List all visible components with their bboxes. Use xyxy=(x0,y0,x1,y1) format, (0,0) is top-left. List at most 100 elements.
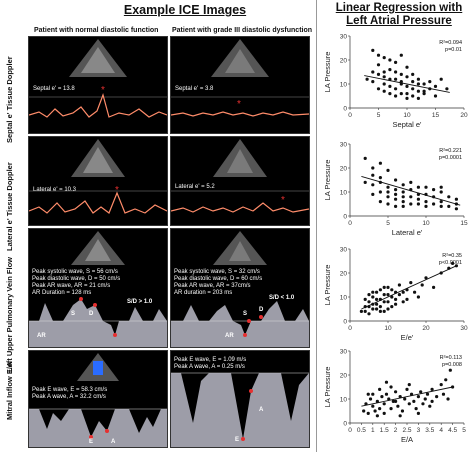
data-point xyxy=(394,204,398,208)
data-point xyxy=(388,84,392,88)
data-point xyxy=(390,305,394,309)
x-tick-label: 15 xyxy=(432,112,440,119)
data-point xyxy=(412,399,416,403)
x-axis-label: E/e' xyxy=(401,333,414,342)
data-point xyxy=(423,397,427,401)
data-point xyxy=(413,290,417,294)
mitral-normal-a-label: A xyxy=(111,439,116,445)
data-point xyxy=(382,56,386,60)
data-point xyxy=(366,392,370,396)
data-point xyxy=(428,80,432,84)
data-point xyxy=(405,297,409,301)
data-point xyxy=(378,176,382,180)
x-tick-label: 20 xyxy=(460,112,468,119)
data-point xyxy=(376,53,381,57)
data-point xyxy=(386,307,390,311)
data-point xyxy=(439,204,443,208)
data-point xyxy=(445,87,449,91)
data-point xyxy=(367,300,371,304)
stats-annotation: R²=0.221 xyxy=(439,148,462,154)
data-point xyxy=(384,380,389,384)
data-point xyxy=(401,200,405,204)
data-point xyxy=(454,197,458,201)
stats-annotation: R²=0.35 xyxy=(442,253,462,259)
data-point xyxy=(376,63,381,67)
x-tick-label: 0 xyxy=(348,112,352,119)
data-point xyxy=(397,293,401,297)
pv-grade3-ar: Peak AR wave, AR = 37cm/s xyxy=(174,283,251,289)
x-tick-label: 4 xyxy=(439,427,443,434)
data-point xyxy=(421,402,425,406)
data-point xyxy=(375,297,379,301)
data-point xyxy=(430,387,434,391)
data-point xyxy=(399,53,403,57)
trend-line xyxy=(361,175,461,206)
svg-text:*: * xyxy=(281,195,285,206)
data-point xyxy=(371,290,375,294)
pv-normal-d-label: D xyxy=(89,311,94,317)
pv-normal-image xyxy=(29,231,167,347)
data-point xyxy=(389,385,393,389)
stats-annotation: p=0.01 xyxy=(445,47,462,53)
data-point xyxy=(411,80,415,84)
data-point xyxy=(397,283,401,287)
data-point xyxy=(394,188,398,192)
data-point xyxy=(386,195,390,199)
data-point xyxy=(439,77,443,81)
data-point xyxy=(439,185,443,189)
ee-regression-plot: 0 10 20 30 0 10 20 30 E/e' LA Pressure R²=0.35p<0.… xyxy=(323,247,468,343)
data-point xyxy=(448,368,452,372)
pv-normal-ratio: S/D > 1.0 xyxy=(127,299,153,305)
x-tick-label: 5 xyxy=(386,220,390,227)
data-point xyxy=(411,87,415,91)
row-label-pulmonary-vein: Left Upper Pulmonary Vein Flow xyxy=(5,256,14,372)
y-tick-label: 0 xyxy=(343,319,347,326)
grade3-column-header: Patient with grade III diastolic dysfunc… xyxy=(172,27,313,34)
septal-grade3-image: * xyxy=(171,39,309,117)
data-point xyxy=(411,72,415,76)
data-point xyxy=(399,72,403,76)
pv-grade3-s-label: S xyxy=(243,311,248,317)
data-point xyxy=(398,414,402,418)
x-tick-label: 3 xyxy=(417,427,421,434)
y-tick-label: 30 xyxy=(340,34,348,41)
data-point xyxy=(396,404,400,408)
data-point xyxy=(403,397,407,401)
y-tick-label: 30 xyxy=(340,349,348,356)
data-point xyxy=(382,75,386,79)
x-tick-label: 0 xyxy=(348,325,352,332)
x-tick-label: 5 xyxy=(462,427,466,434)
data-point xyxy=(394,197,398,201)
stats-annotation: R²=0.113 xyxy=(440,355,462,361)
data-point xyxy=(371,166,375,170)
data-point xyxy=(388,92,392,96)
data-point xyxy=(394,94,398,98)
y-tick-label: 20 xyxy=(340,373,348,380)
mitral-normal-panel: Peak E wave, E = 58.3 cm/s Peak A wave, … xyxy=(28,350,168,448)
data-point xyxy=(376,87,381,91)
data-point xyxy=(439,200,443,204)
data-point xyxy=(405,75,409,79)
data-point xyxy=(416,96,420,100)
lateral-grade3-image: * xyxy=(171,139,309,213)
x-tick-label: 1 xyxy=(371,427,375,434)
data-point xyxy=(371,183,375,187)
data-point xyxy=(363,309,367,313)
data-point xyxy=(424,276,428,280)
svg-text:*: * xyxy=(115,185,119,196)
lateral-grade3-panel: * Lateral e' = 5.2 xyxy=(170,136,310,226)
data-point xyxy=(416,185,420,189)
data-point xyxy=(375,414,379,418)
data-point xyxy=(368,397,373,401)
septal-normal-panel: * Septal e' = 13.8 xyxy=(28,36,168,134)
trend-line xyxy=(361,265,457,310)
data-point xyxy=(433,94,438,98)
data-point xyxy=(432,188,436,192)
data-point xyxy=(389,407,393,411)
y-axis-label: LA Pressure xyxy=(323,265,332,306)
y-tick-label: 10 xyxy=(340,82,348,89)
data-point xyxy=(386,293,390,297)
data-point xyxy=(382,309,386,313)
data-point xyxy=(362,409,366,413)
data-point xyxy=(416,89,420,93)
